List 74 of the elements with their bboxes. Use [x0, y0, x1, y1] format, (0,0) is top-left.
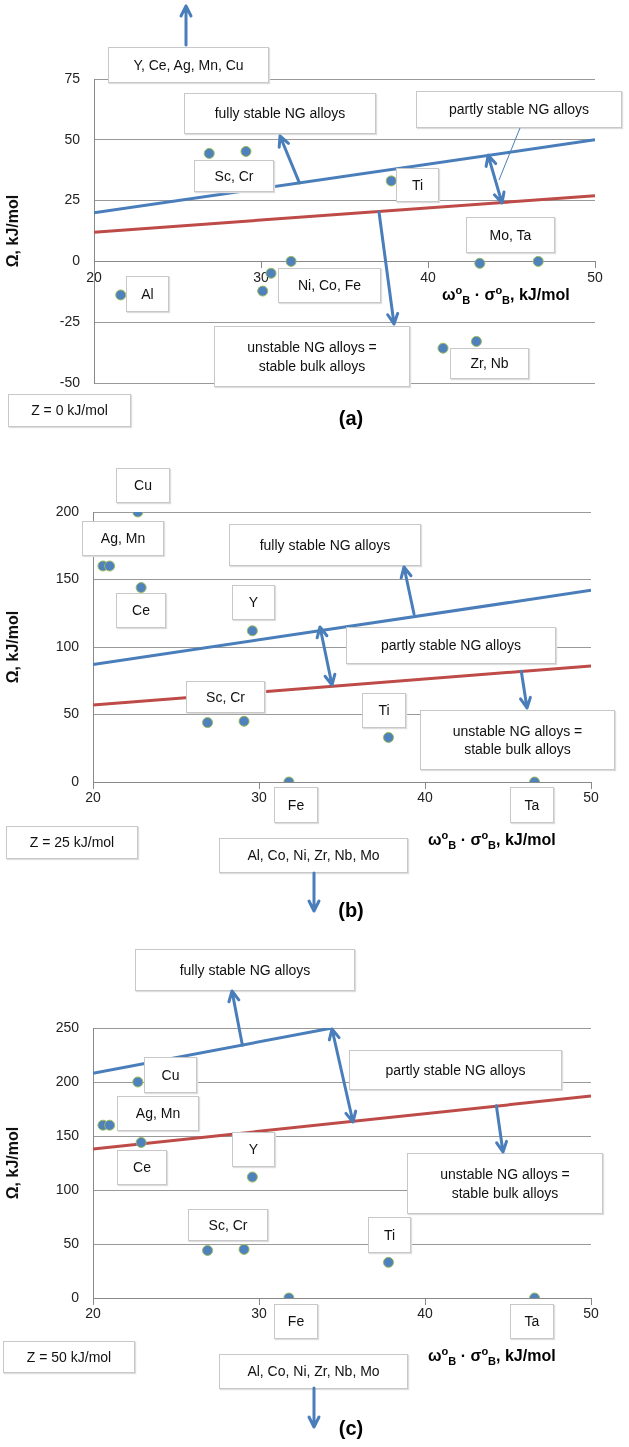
callout-box: Ti — [368, 1217, 411, 1253]
y-tick-label: 150 — [55, 570, 80, 587]
callout-box: unstable NG alloys = stable bulk alloys — [420, 710, 615, 770]
callout-box: partly stable NG alloys — [349, 1050, 562, 1090]
callout-box: fully stable NG alloys — [135, 949, 355, 991]
y-axis-title: Ω, kJ/mol — [4, 1126, 22, 1200]
text: (a) — [338, 406, 364, 430]
y-tick-label: 250 — [55, 1018, 80, 1035]
callout-box: Ag, Mn — [82, 521, 164, 556]
callout-box: Z = 0 kJ/mol — [8, 394, 131, 427]
x-tick-label: 40 — [417, 789, 433, 806]
x-tick-label: 50 — [583, 1305, 599, 1322]
y-tick-label: 50 — [63, 1234, 80, 1251]
callout-box: Al, Co, Ni, Zr, Nb, Mo — [219, 1354, 408, 1389]
y-tick-label: 0 — [71, 1288, 80, 1305]
x-axis-title: ω$^{o}$$_{B}$ · σ$^{o}$$_{B}$, kJ/mol — [428, 1344, 556, 1368]
x-tick-label: 40 — [417, 1305, 433, 1322]
callout-box: Ti — [362, 693, 406, 728]
callout-box: Al — [126, 276, 169, 312]
callout-box: Mo, Ta — [466, 217, 555, 253]
callout-box: Cu — [144, 1057, 197, 1093]
callout-box: Z = 25 kJ/mol — [6, 826, 138, 859]
y-tick-label: 100 — [55, 1180, 80, 1197]
callout-box: partly stable NG alloys — [416, 91, 622, 128]
callout-box: Z = 50 kJ/mol — [3, 1341, 135, 1373]
callout-box: Ni, Co, Fe — [278, 268, 381, 303]
x-tick-label: 50 — [587, 268, 603, 285]
x-axis-title: ω$^{o}$$_{B}$ · σ$^{o}$$_{B}$, kJ/mol — [442, 283, 570, 307]
y-tick-label: 0 — [72, 252, 81, 269]
x-tick-label: 20 — [85, 789, 101, 806]
y-tick-label: 25 — [64, 191, 81, 208]
callout-box: Ti — [396, 168, 439, 202]
y-tick-label: 150 — [55, 1126, 80, 1143]
callout-box: Fe — [274, 1304, 318, 1339]
callout-box: unstable NG alloys = stable bulk alloys — [214, 326, 410, 387]
callout-box: Al, Co, Ni, Zr, Nb, Mo — [219, 838, 408, 873]
text: (c) — [338, 1416, 364, 1440]
callout-box: Sc, Cr — [188, 1209, 268, 1241]
callout-box: unstable NG alloys = stable bulk alloys — [407, 1153, 603, 1214]
callout-box: Zr, Nb — [450, 348, 529, 379]
x-tick-label: 30 — [251, 789, 267, 806]
callout-box: fully stable NG alloys — [229, 524, 421, 566]
callout-box: Y, Ce, Ag, Mn, Cu — [108, 47, 269, 83]
callout-box: Y — [232, 585, 275, 620]
x-tick-label: 20 — [86, 268, 102, 285]
callout-box: Ce — [116, 593, 166, 628]
callout-box: Sc, Cr — [194, 160, 274, 192]
callout-box: Cu — [116, 468, 170, 503]
y-tick-label: 75 — [64, 69, 81, 86]
x-tick-label: 50 — [583, 789, 599, 806]
y-tick-label: -25 — [59, 313, 81, 330]
x-tick-label: 30 — [251, 1305, 267, 1322]
callout-box: Ce — [117, 1150, 167, 1185]
y-tick-label: -50 — [59, 373, 81, 390]
y-axis-title: Ω, kJ/mol — [4, 194, 22, 268]
callout-box: Sc, Cr — [186, 681, 265, 713]
y-tick-label: 50 — [64, 130, 81, 147]
callout-box: Fe — [274, 787, 318, 823]
callout-box: fully stable NG alloys — [184, 93, 376, 134]
callout-box: Y — [232, 1132, 275, 1167]
callout-box: Ag, Mn — [117, 1096, 199, 1131]
y-tick-label: 50 — [63, 705, 80, 722]
y-tick-label: 200 — [55, 502, 80, 519]
callout-box: partly stable NG alloys — [346, 627, 556, 664]
y-axis-title: Ω, kJ/mol — [4, 610, 22, 684]
x-tick-label: 20 — [85, 1305, 101, 1322]
callout-box: Ta — [510, 1304, 554, 1339]
callout-box: Ta — [510, 787, 554, 823]
y-tick-label: 100 — [55, 637, 80, 654]
text: (b) — [338, 898, 364, 922]
x-tick-label: 40 — [420, 268, 436, 285]
y-tick-label: 200 — [55, 1072, 80, 1089]
x-axis-title: ω$^{o}$$_{B}$ · σ$^{o}$$_{B}$, kJ/mol — [428, 828, 556, 852]
y-tick-label: 0 — [71, 772, 80, 789]
